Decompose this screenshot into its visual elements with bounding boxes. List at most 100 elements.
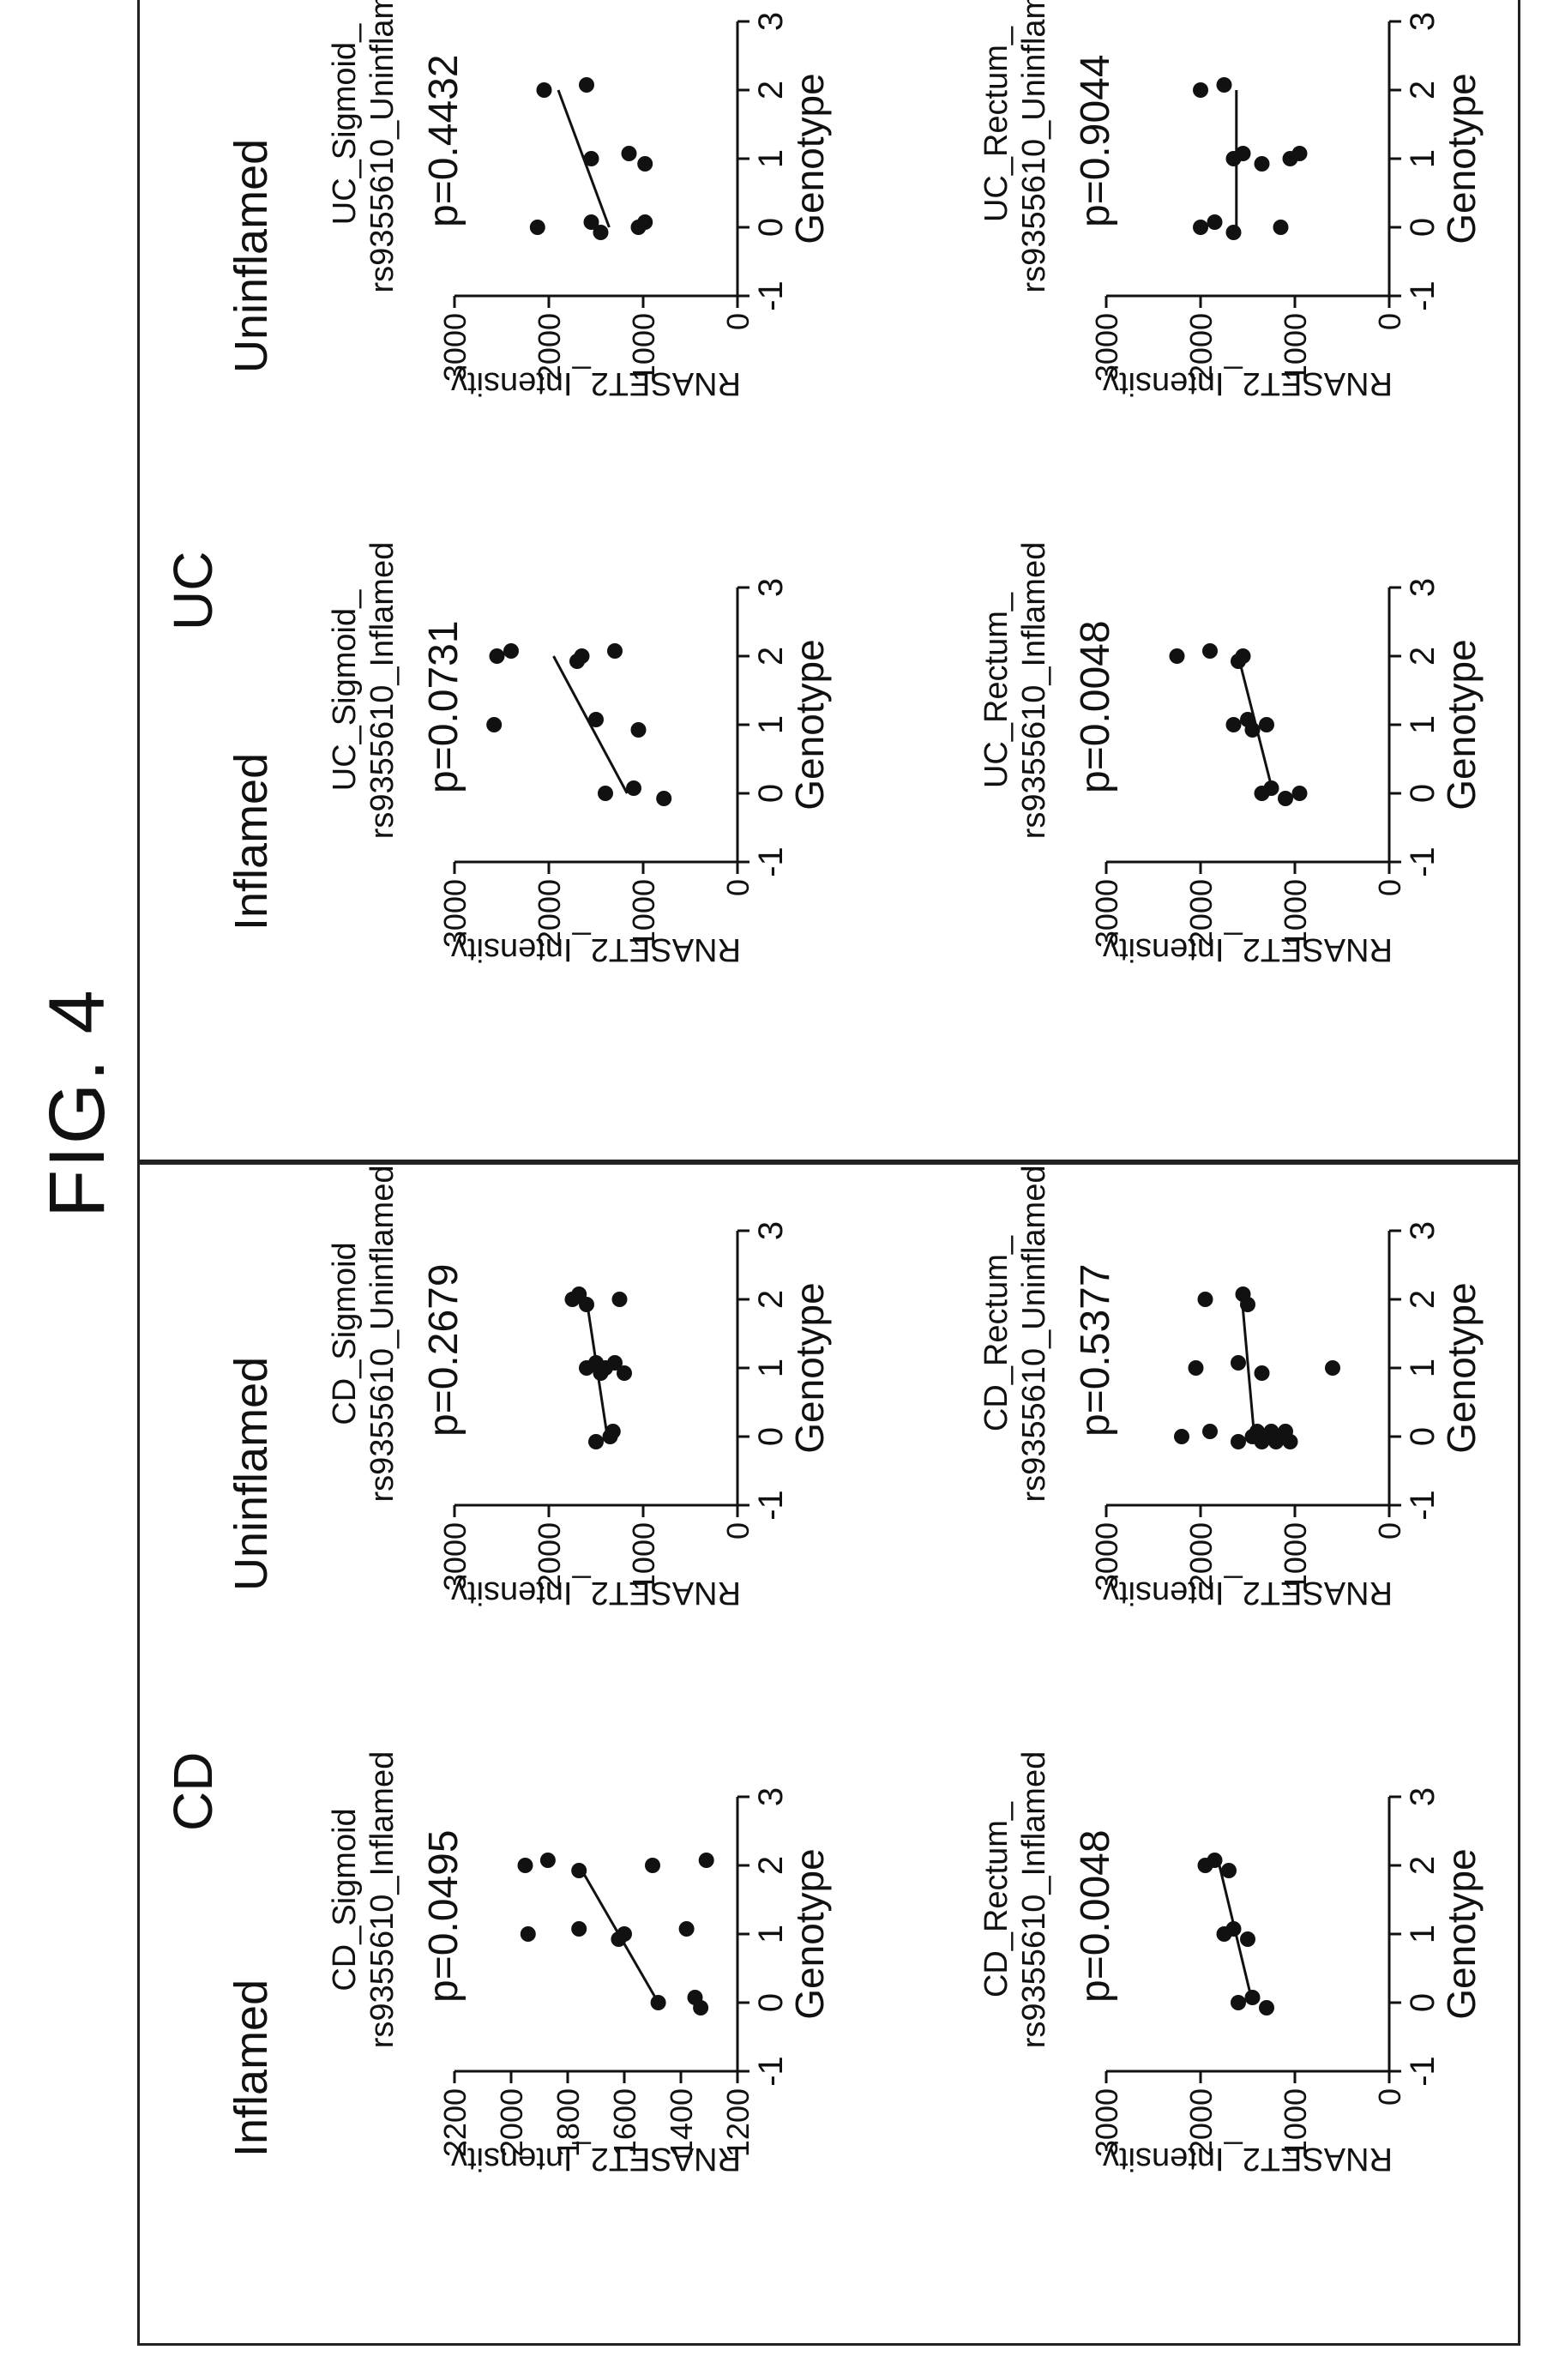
y-axis-label: RNASET2_Intensity bbox=[1103, 1575, 1393, 1611]
data-point bbox=[1225, 225, 1242, 240]
panel-title-line: CD_Rectum_ bbox=[978, 1235, 1014, 1432]
data-point bbox=[1263, 780, 1279, 796]
y-tick-label: 2000 bbox=[532, 1522, 567, 1591]
panel-title-line: rs9355610_Inflamed bbox=[364, 541, 400, 840]
x-axis-label: Genotype bbox=[1439, 639, 1484, 810]
x-axis-label: Genotype bbox=[787, 1848, 832, 2019]
y-tick-label: 1000 bbox=[1278, 879, 1313, 948]
y-axis-label: RNASET2_Intensity bbox=[1103, 931, 1393, 967]
x-tick-label: 3 bbox=[1404, 12, 1442, 31]
x-axis-label: Genotype bbox=[787, 73, 832, 244]
scatter-plot: -1 0 1 2 3 1200 1400 1600 1800 2000 2200 Genotype RN… bbox=[437, 1787, 832, 2177]
x-tick-label: 3 bbox=[1404, 1787, 1442, 1806]
x-tick-label: 3 bbox=[1404, 578, 1442, 597]
y-tick-label: 1000 bbox=[626, 313, 661, 382]
y-tick-label: 0 bbox=[1372, 313, 1407, 330]
data-point bbox=[1169, 648, 1185, 664]
data-point bbox=[617, 1365, 632, 1381]
scatter-plot: -101230100020003000GenotypeRNASET2_Inten… bbox=[1089, 1221, 1484, 1611]
data-point bbox=[621, 146, 637, 161]
scatter-plot: -101230100020003000GenotypeRNASET2_Inten… bbox=[437, 12, 832, 401]
data-point bbox=[503, 643, 519, 659]
data-point bbox=[598, 786, 613, 801]
data-point bbox=[1291, 146, 1308, 161]
y-tick-label: 3000 bbox=[1089, 313, 1124, 382]
data-point bbox=[1202, 1424, 1218, 1439]
scatter-plot: -101230100020003000GenotypeRNASET2_Inten… bbox=[437, 578, 832, 967]
data-point bbox=[1216, 77, 1232, 93]
y-tick-label: 3000 bbox=[437, 313, 473, 382]
data-point bbox=[1207, 1853, 1223, 1868]
x-tick-label: 2 bbox=[1404, 1290, 1442, 1309]
data-point bbox=[1254, 1365, 1270, 1381]
y-tick-label: 2000 bbox=[532, 879, 567, 948]
x-tick-label: -1 bbox=[752, 847, 790, 877]
panel-title-line: CD_Rectum_ bbox=[978, 1801, 1014, 1998]
data-point bbox=[588, 1434, 604, 1449]
y-tick-label: 1600 bbox=[607, 2088, 642, 2157]
x-tick-label: 2 bbox=[1404, 1856, 1442, 1875]
y-tick-label: 0 bbox=[1372, 879, 1407, 896]
panel-title: UC_Sigmoid_ rs9355610_Uninflamed bbox=[326, 0, 401, 296]
y-tick-label: 2000 bbox=[1183, 313, 1219, 382]
y-tick-label: 3000 bbox=[1089, 879, 1124, 948]
y-tick-label: 2000 bbox=[532, 313, 567, 382]
y-tick-label: 3000 bbox=[437, 1522, 473, 1591]
data-point bbox=[1278, 791, 1293, 806]
data-point bbox=[656, 791, 672, 806]
x-tick-label: 0 bbox=[1404, 784, 1442, 803]
x-tick-label: -1 bbox=[752, 2056, 790, 2087]
x-tick-label: 2 bbox=[1404, 81, 1442, 99]
y-tick-label: 1000 bbox=[1278, 313, 1313, 382]
data-point bbox=[1231, 1995, 1246, 2010]
panel-title-line: rs9355610_Uninflamed bbox=[364, 1165, 400, 1503]
data-point bbox=[536, 82, 552, 98]
x-tick-label: 0 bbox=[1404, 218, 1442, 237]
figure-title: FIG. 4 bbox=[33, 988, 121, 1218]
data-point bbox=[645, 1858, 660, 1873]
x-tick-label: 3 bbox=[752, 12, 790, 31]
x-axis-label: Genotype bbox=[1439, 1282, 1484, 1453]
y-tick-label: 3000 bbox=[1089, 1522, 1124, 1591]
panel-title-line: rs9355610_Uninflamed bbox=[1016, 0, 1052, 293]
y-axis-label: RNASET2_Intensity bbox=[1103, 365, 1393, 401]
y-tick-label: 2000 bbox=[494, 2088, 529, 2157]
x-tick-label: -1 bbox=[1404, 847, 1442, 877]
y-axis-label: RNASET2_Intensity bbox=[451, 365, 741, 401]
y-tick-label: 0 bbox=[720, 313, 755, 330]
x-tick-label: -1 bbox=[752, 280, 790, 311]
x-tick-label: -1 bbox=[752, 1490, 790, 1521]
x-tick-label: 2 bbox=[1404, 647, 1442, 666]
x-tick-label: 1 bbox=[752, 715, 790, 734]
data-point bbox=[1240, 1297, 1255, 1312]
x-tick-label: 0 bbox=[752, 218, 790, 237]
fit-line bbox=[1240, 1298, 1256, 1437]
y-tick-label: 2000 bbox=[1183, 2088, 1219, 2157]
data-point bbox=[637, 156, 653, 172]
x-tick-label: 1 bbox=[1404, 715, 1442, 734]
panel-title: CD_Rectum_ rs9355610_Inflamed bbox=[978, 1728, 1053, 2071]
data-point bbox=[1193, 82, 1208, 98]
x-axis-label: Genotype bbox=[1439, 1848, 1484, 2019]
y-tick-label: 0 bbox=[720, 1522, 755, 1539]
scatter-plot: -101230100020003000GenotypeRNASET2_Inten… bbox=[1089, 1787, 1484, 2177]
scatter-plot: -101230100020003000GenotypeRNASET2_Inten… bbox=[437, 1221, 832, 1611]
x-tick-label: 3 bbox=[752, 1787, 790, 1806]
data-point bbox=[630, 722, 647, 738]
x-tick-label: 0 bbox=[752, 784, 790, 803]
condition-label-uc-inflamed: Inflamed bbox=[226, 752, 277, 931]
x-tick-label: 1 bbox=[752, 1359, 790, 1377]
data-point bbox=[574, 648, 590, 664]
data-point bbox=[583, 214, 599, 230]
data-point bbox=[1202, 643, 1218, 659]
data-point bbox=[1273, 220, 1289, 235]
x-tick-label: 2 bbox=[752, 1290, 790, 1309]
panel-title-line: rs9355610_Uninflamed bbox=[364, 0, 400, 293]
y-axis-label: RNASET2_Intensity bbox=[451, 931, 741, 967]
x-tick-label: 3 bbox=[1404, 1221, 1442, 1240]
data-point bbox=[607, 643, 623, 659]
x-tick-label: 3 bbox=[752, 578, 790, 597]
data-point bbox=[678, 1921, 695, 1937]
scatter-plot: -101230100020003000GenotypeRNASET2_Inten… bbox=[1089, 12, 1484, 401]
